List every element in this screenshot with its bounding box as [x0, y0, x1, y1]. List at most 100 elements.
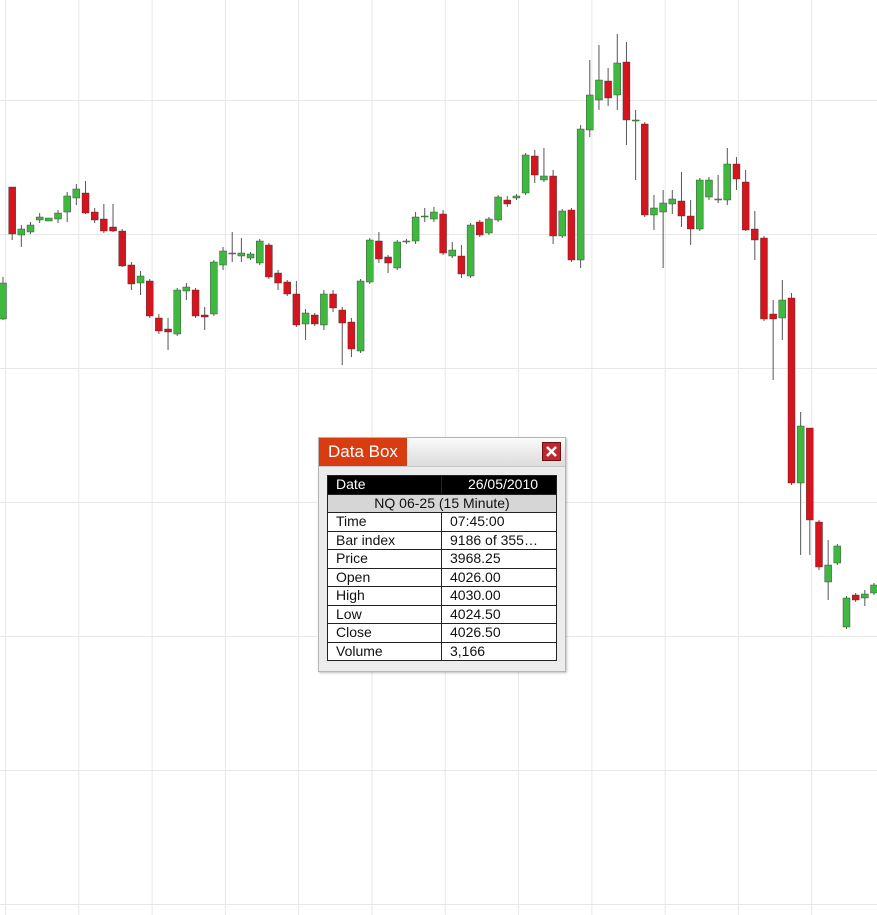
candle-body: [741, 181, 750, 231]
candle-body: [430, 211, 438, 220]
data-row: Low 4024.50: [327, 604, 557, 624]
candle-body: [164, 328, 172, 333]
data-row: Open 4026.00: [327, 567, 557, 587]
candle-body: [778, 299, 787, 319]
candle-body: [677, 200, 686, 217]
candle-body: [173, 289, 181, 335]
candle-body: [54, 212, 62, 220]
candle-body: [136, 275, 145, 284]
candle-body: [494, 196, 502, 221]
candle-body: [760, 237, 768, 320]
data-row: Volume 3,166: [327, 641, 557, 661]
candle-body: [228, 252, 236, 255]
candle-body: [503, 199, 511, 205]
candle-body: [265, 244, 273, 278]
candle-body: [861, 593, 869, 599]
candle-body: [237, 252, 246, 257]
candle-body: [90, 211, 99, 221]
candle-body: [485, 218, 493, 234]
candle-body: [366, 239, 374, 283]
candle-body: [439, 213, 447, 254]
candle-body: [301, 312, 310, 325]
data-row: Bar index 9186 of 355…: [327, 530, 557, 550]
candle-body: [109, 226, 117, 232]
candle-body: [219, 250, 227, 266]
candle-body: [549, 175, 557, 237]
candle-body: [558, 210, 566, 237]
data-row: Price 3968.25: [327, 549, 557, 569]
field-value: 3968.25: [441, 549, 557, 569]
candle-body: [329, 293, 337, 309]
candle-body: [787, 297, 796, 484]
candle-body: [100, 218, 108, 232]
candle-body: [842, 597, 851, 628]
field-name: Time: [327, 512, 442, 532]
subheader-row: NQ 06-25 (15 Minute): [327, 493, 557, 513]
candle-body: [586, 94, 594, 131]
candle-body: [824, 564, 832, 583]
candle-body: [311, 314, 319, 325]
candle-body: [476, 221, 484, 236]
candle-body: [732, 163, 741, 180]
candle-body: [35, 216, 44, 221]
candle-body: [659, 202, 667, 213]
candle-body: [696, 179, 704, 230]
candle-body: [622, 61, 631, 121]
candle-body: [705, 179, 713, 198]
candle-body: [246, 253, 255, 259]
candle-body: [182, 286, 191, 292]
field-value: 3,166: [441, 641, 557, 661]
candle-body: [650, 207, 658, 216]
candle-body: [347, 321, 356, 350]
field-name: Open: [327, 567, 442, 587]
field-value: 4024.50: [441, 604, 557, 624]
candle-body: [448, 249, 456, 257]
candle-body: [8, 186, 16, 235]
close-button[interactable]: [542, 442, 561, 461]
candle-body: [769, 313, 777, 320]
candle-body: [72, 188, 81, 199]
header-key: Date: [327, 475, 442, 495]
candle-body: [384, 256, 392, 264]
candle-body: [870, 584, 877, 594]
candle-body: [833, 545, 842, 564]
candle-body: [595, 79, 603, 101]
candle-body: [155, 317, 163, 332]
field-name: Volume: [327, 641, 442, 661]
candle-body: [127, 264, 136, 285]
candle-body: [81, 192, 90, 214]
candle-body: [283, 281, 291, 295]
field-name: Bar index: [327, 530, 442, 550]
data-row: High 4030.00: [327, 586, 557, 606]
candle-body: [531, 155, 539, 176]
close-icon: [546, 446, 557, 457]
candle-body: [457, 255, 466, 275]
title-bar: Data Box: [319, 438, 565, 467]
candle-body: [145, 280, 154, 317]
field-name: Price: [327, 549, 442, 569]
subheader: NQ 06-25 (15 Minute): [327, 493, 557, 513]
data-row: Close 4026.50: [327, 623, 557, 643]
candle-body: [613, 62, 621, 96]
candle-body: [375, 240, 383, 260]
candle-body: [274, 272, 282, 284]
candle-body: [191, 289, 200, 317]
candle-body: [421, 215, 429, 218]
candle-body: [63, 195, 71, 213]
header-row: Date 26/05/2010: [327, 475, 557, 495]
candle-body: [320, 293, 328, 326]
candle-body: [815, 521, 823, 568]
field-value: 4026.00: [441, 567, 557, 587]
candle-body: [256, 240, 264, 264]
candle-body: [604, 80, 612, 99]
header-value: 26/05/2010: [441, 475, 557, 495]
candle-body: [466, 224, 475, 277]
candle-body: [751, 228, 759, 241]
candle-body: [668, 198, 676, 205]
field-name: Close: [327, 623, 442, 643]
candle-body: [796, 425, 805, 484]
candle-body: [714, 198, 722, 201]
candle-body: [851, 594, 860, 601]
candle-body: [292, 293, 301, 326]
